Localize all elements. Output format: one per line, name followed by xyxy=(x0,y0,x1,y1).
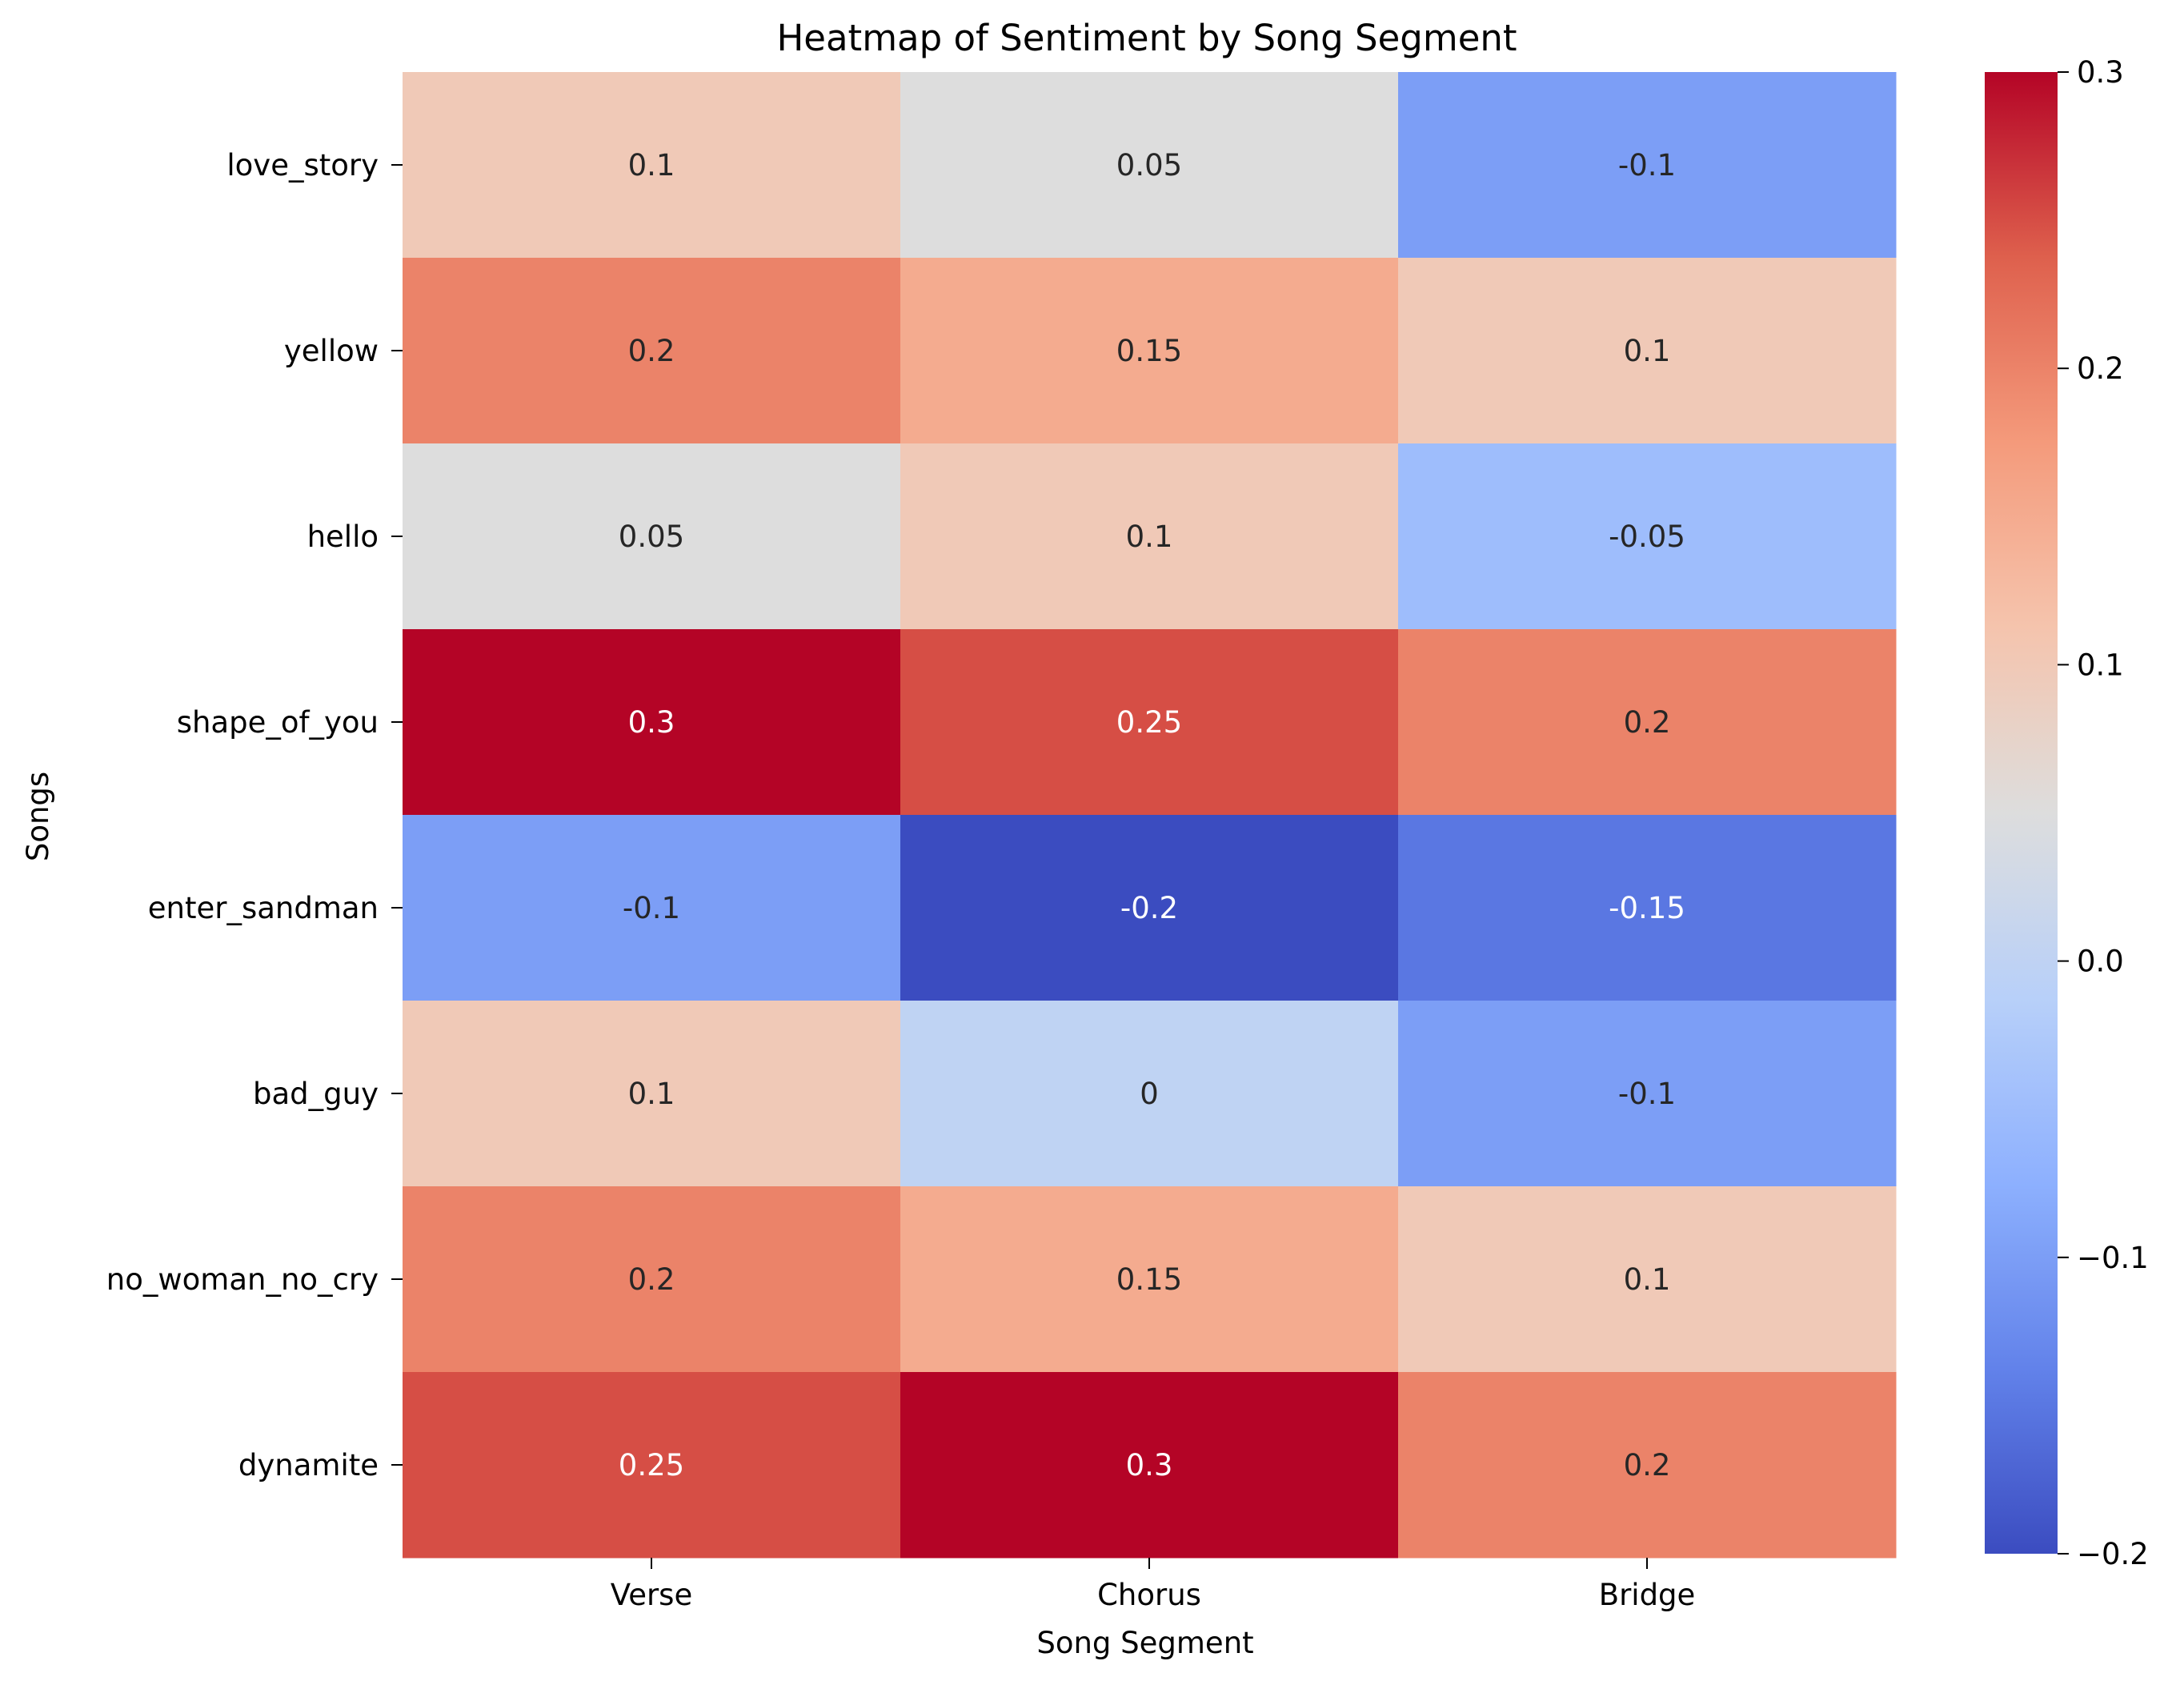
x-axis: Verse Chorus Bridge xyxy=(611,1558,1696,1612)
cell-value-label: 0.1 xyxy=(628,148,675,183)
colorbar-tick-label: 0.0 xyxy=(2077,945,2124,979)
cell-value-labels: 0.1 0.05 -0.1 0.2 0.15 0.1 0.05 0.1 -0.05 0.3 0.25… xyxy=(619,148,1685,1482)
y-tick-label: bad_guy xyxy=(253,1077,379,1111)
cell-value-label: -0.05 xyxy=(1609,520,1685,554)
heatmap-cell xyxy=(403,1001,901,1187)
y-tick-label: shape_of_you xyxy=(177,705,379,740)
heatmap-cell xyxy=(900,815,1399,1001)
cell-value-label: 0.2 xyxy=(1624,1448,1671,1482)
heatmap-cell xyxy=(900,72,1399,259)
cell-value-label: 0.1 xyxy=(628,1077,675,1111)
colorbar xyxy=(1985,72,2058,1554)
cell-value-label: 0.3 xyxy=(1126,1448,1173,1482)
heatmap-cell xyxy=(1398,72,1897,259)
cell-value-label: -0.1 xyxy=(1618,148,1676,183)
heatmap-cell xyxy=(900,1186,1399,1373)
heatmap-cell xyxy=(1398,258,1897,444)
colorbar-ticks: 0.3 0.2 0.1 0.0 −0.1 −0.2 xyxy=(2058,55,2149,1571)
x-tick-label: Chorus xyxy=(1097,1578,1201,1612)
heatmap-cell xyxy=(900,443,1399,630)
colorbar-tick-label: −0.1 xyxy=(2077,1241,2149,1275)
cell-value-label: 0.3 xyxy=(628,705,675,740)
cell-value-label: -0.1 xyxy=(623,891,680,925)
heatmap-cell xyxy=(1398,1001,1897,1187)
heatmap-cells xyxy=(403,72,1897,1559)
cell-value-label: 0.1 xyxy=(1624,1262,1671,1297)
cell-value-label: 0.25 xyxy=(1116,705,1182,740)
cell-value-label: 0.15 xyxy=(1116,334,1182,368)
heatmap-cell xyxy=(1398,1372,1897,1559)
cell-value-label: 0.1 xyxy=(1126,520,1173,554)
heatmap-cell xyxy=(900,629,1399,816)
heatmap-cell xyxy=(403,72,901,259)
colorbar-tick-label: 0.1 xyxy=(2077,648,2124,682)
y-tick-label: yellow xyxy=(284,334,379,368)
x-tick-label: Bridge xyxy=(1599,1578,1696,1612)
y-tick-label: hello xyxy=(307,520,379,554)
heatmap-cell xyxy=(403,443,901,630)
heatmap-cell xyxy=(900,258,1399,444)
colorbar-tick-label: −0.2 xyxy=(2077,1537,2149,1571)
cell-value-label: 0.1 xyxy=(1624,334,1671,368)
cell-value-label: 0.2 xyxy=(1624,705,1671,740)
heatmap-cell xyxy=(900,1372,1399,1559)
colorbar-tick-label: 0.2 xyxy=(2077,351,2124,386)
y-tick-label: dynamite xyxy=(238,1448,379,1482)
chart-title: Heatmap of Sentiment by Song Segment xyxy=(776,17,1517,59)
heatmap-cell xyxy=(403,815,901,1001)
heatmap-cell xyxy=(403,629,901,816)
colorbar-tick-label: 0.3 xyxy=(2077,55,2124,90)
cell-value-label: -0.1 xyxy=(1618,1077,1676,1111)
heatmap-cell xyxy=(403,258,901,444)
cell-value-label: 0.15 xyxy=(1116,1262,1182,1297)
x-tick-label: Verse xyxy=(611,1578,692,1612)
y-tick-label: enter_sandman xyxy=(148,891,379,925)
heatmap-cell xyxy=(403,1372,901,1559)
cell-value-label: 0.2 xyxy=(628,334,675,368)
heatmap-cell xyxy=(403,1186,901,1373)
colorbar-gradient xyxy=(1985,72,2058,1554)
cell-value-label: -0.15 xyxy=(1609,891,1685,925)
y-tick-label: love_story xyxy=(226,148,379,183)
heatmap-cell xyxy=(1398,629,1897,816)
heatmap-cell xyxy=(1398,1186,1897,1373)
cell-value-label: 0.05 xyxy=(1116,148,1182,183)
cell-value-label: -0.2 xyxy=(1120,891,1178,925)
heatmap-cell xyxy=(900,1001,1399,1187)
cell-value-label: 0.25 xyxy=(619,1448,684,1482)
y-tick-label: no_woman_no_cry xyxy=(106,1262,379,1297)
x-axis-label: Song Segment xyxy=(1036,1626,1253,1660)
heatmap-cell xyxy=(1398,443,1897,630)
cell-value-label: 0 xyxy=(1140,1077,1159,1111)
heatmap-cell xyxy=(1398,815,1897,1001)
cell-value-label: 0.2 xyxy=(628,1262,675,1297)
y-axis-label: Songs xyxy=(21,772,55,861)
cell-value-label: 0.05 xyxy=(619,520,684,554)
